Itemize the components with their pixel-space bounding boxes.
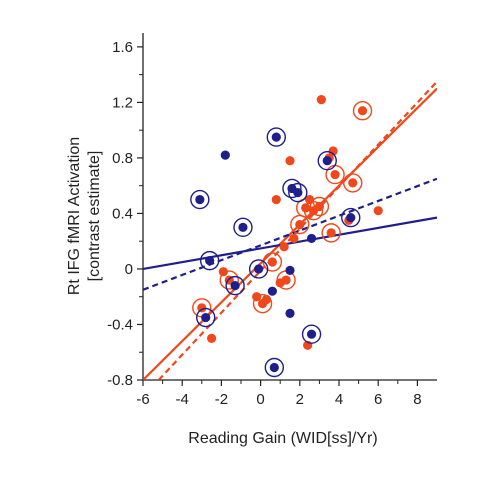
y-axis-title-line1: Rt IFG fMRI Activation (66, 137, 83, 295)
fit-line-blue-solid (143, 216, 437, 271)
y-tick-label: 0.8 (112, 150, 133, 167)
point-ring-orange (352, 101, 373, 121)
x-tick-label: 6 (374, 391, 382, 408)
fit-line-orange-solid (143, 87, 437, 380)
point-ring-orange (343, 173, 363, 193)
point-ring-blue (190, 189, 210, 210)
point-ring-blue (301, 324, 322, 344)
data-points (190, 95, 383, 378)
point-ring-blue (196, 307, 216, 328)
data-point-blue (322, 156, 332, 166)
fit-line-blue-dashed (143, 177, 437, 291)
x-tick-label: 8 (413, 391, 421, 408)
point-ring-orange (309, 196, 330, 217)
y-tick-label: 1.6 (112, 39, 133, 56)
data-point-orange (218, 267, 228, 277)
data-point-blue (238, 222, 248, 232)
point-ring-orange (303, 200, 324, 221)
data-point-orange (373, 206, 383, 216)
data-point-orange (281, 275, 291, 285)
y-tick-label: -0.4 (107, 316, 133, 333)
data-point-orange (314, 201, 324, 212)
data-point-orange (279, 242, 289, 252)
data-point-blue (254, 264, 264, 274)
regression-lines (143, 80, 437, 380)
data-point-orange (348, 178, 358, 188)
data-point-blue (205, 256, 215, 266)
point-ring-blue (233, 217, 253, 238)
data-point-orange (328, 146, 338, 156)
y-tick-label: -0.8 (107, 372, 133, 389)
x-tick-label: -2 (215, 391, 228, 408)
data-point-blue (285, 308, 295, 318)
data-point-blue (195, 194, 205, 205)
data-point-blue (306, 233, 317, 244)
x-axis-title: Reading Gain (WID[ss]/Yr) (188, 430, 377, 447)
point-ring-blue (341, 207, 361, 228)
data-point-orange (285, 156, 295, 166)
data-point-blue (271, 132, 281, 142)
point-ring-blue (282, 178, 302, 199)
data-point-orange (207, 333, 217, 343)
data-point-blue (285, 265, 295, 275)
data-point-orange (326, 228, 336, 238)
x-tick-label: 0 (256, 391, 264, 408)
data-point-orange (289, 233, 299, 244)
data-point-blue (230, 281, 240, 291)
data-point-orange (316, 95, 326, 105)
x-tick-label: -6 (136, 391, 149, 408)
point-ring-orange (321, 223, 341, 243)
data-point-blue (269, 362, 279, 373)
x-tick-label: -4 (176, 391, 189, 408)
y-tick-label: 0 (125, 261, 133, 278)
data-point-orange (330, 169, 340, 180)
axes: -0.8 -0.4 0 0.4 0.8 1.2 1.6 -6 -4 -2 0 2 4 6 8 (107, 33, 437, 408)
data-point-orange (295, 219, 305, 230)
x-tick-label: 4 (335, 391, 343, 408)
data-point-orange (261, 294, 272, 305)
data-point-blue (346, 213, 356, 223)
point-ring-blue (317, 150, 337, 171)
point-ring-blue (288, 182, 308, 203)
point-ring-orange (219, 270, 239, 290)
point-ring-blue (266, 127, 286, 147)
data-point-blue (306, 329, 317, 339)
data-point-orange (357, 106, 368, 116)
point-ring-blue (225, 275, 245, 296)
point-ring-blue (199, 250, 220, 271)
y-axis-title-line2: [contrast estimate] (86, 151, 103, 282)
data-point-orange (271, 194, 281, 205)
y-tick-label: 0.4 (112, 205, 133, 222)
data-point-blue (201, 312, 211, 323)
x-tick-label: 2 (296, 391, 304, 408)
data-point-blue (220, 150, 230, 160)
data-point-blue (267, 286, 277, 296)
point-ring-blue (264, 357, 285, 378)
data-point-orange (301, 203, 311, 213)
point-ring-blue (248, 259, 269, 279)
y-tick-label: 1.2 (112, 94, 133, 111)
data-point-orange (267, 257, 277, 267)
data-point-blue (293, 188, 303, 198)
point-ring-orange (252, 293, 273, 314)
